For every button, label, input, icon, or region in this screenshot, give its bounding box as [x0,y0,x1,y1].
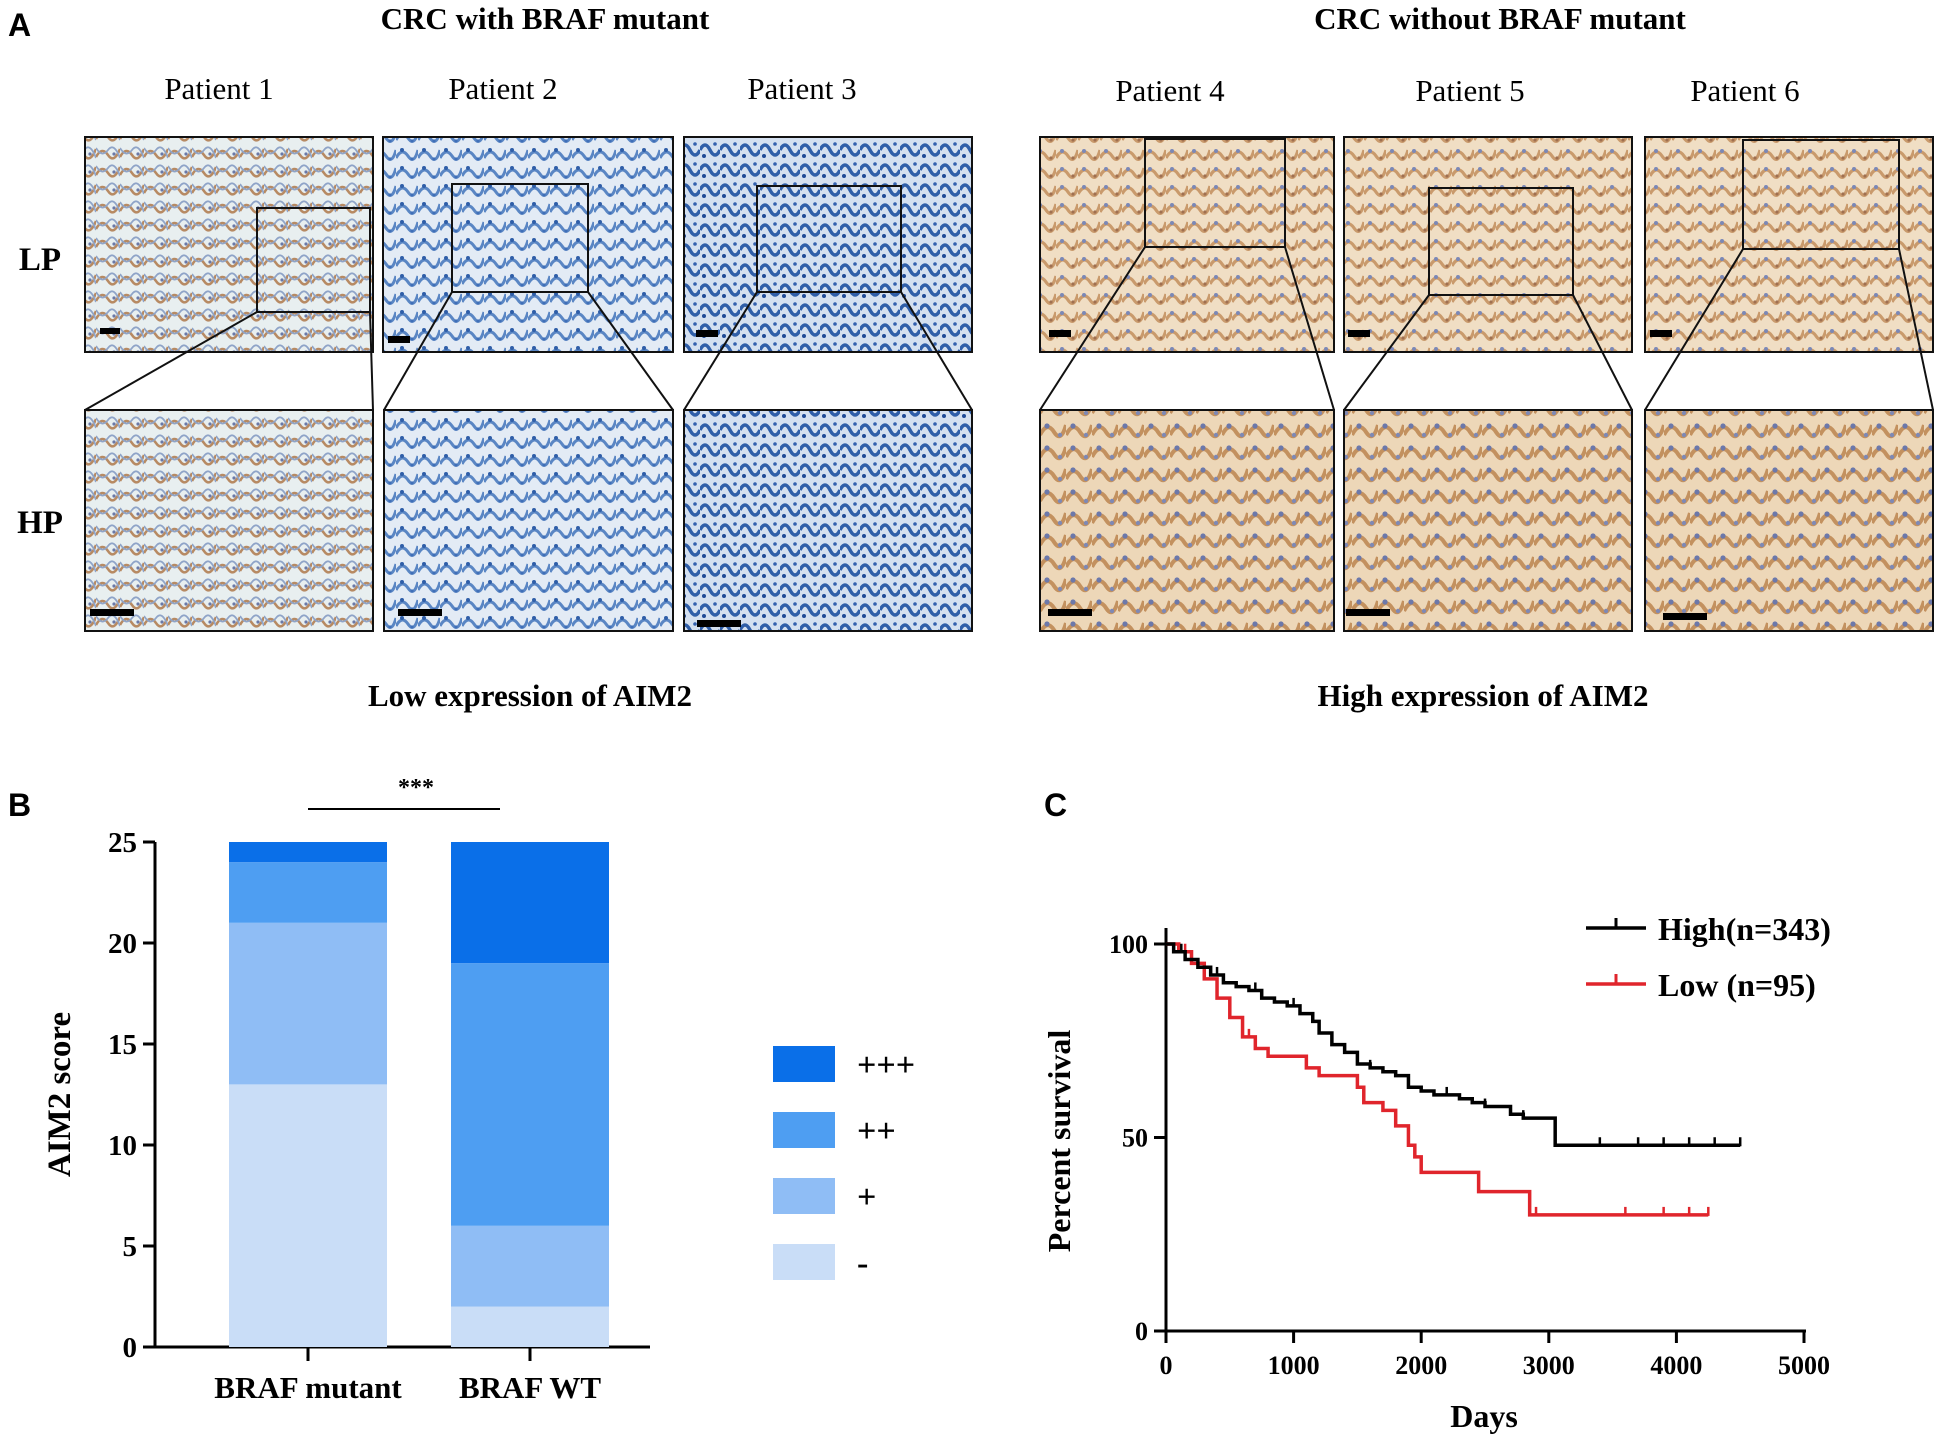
hp-image-patient-6 [1644,409,1934,632]
y-tick-label: 0 [1135,1317,1148,1346]
x-tick-label: BRAF mutant [214,1370,402,1405]
lp-image-patient-5 [1343,136,1633,353]
bar-segment-p2 [451,963,609,1226]
hp-image-patient-5 [1343,409,1633,632]
legend-label: Low (n=95) [1658,967,1816,1003]
legend-swatch [773,1046,835,1082]
legend-label: High(n=343) [1658,911,1831,947]
panel-c-label: C [1044,787,1067,823]
lp-image-patient-2 [382,136,674,353]
significance-label: *** [398,775,434,801]
hp-image-patient-2 [383,409,674,632]
row-label-hp: HP [17,505,63,541]
x-tick-label: 5000 [1778,1351,1830,1380]
survival-curve-low [1166,942,1709,1217]
x-tick-label: 1000 [1268,1351,1320,1380]
y-tick-label: 5 [123,1231,138,1263]
y-tick-label: 20 [108,928,137,960]
hp-image-patient-4 [1039,409,1335,632]
zoom-connectors [84,246,1934,411]
patient-2-label: Patient 2 [448,71,557,106]
patient-5-label: Patient 5 [1415,73,1524,108]
hp-image-patient-3 [683,409,973,632]
bar-segment-p1 [229,922,387,1085]
group-title-braf-wt: CRC without BRAF mutant [1314,1,1686,36]
y-tick-label: 0 [123,1332,138,1364]
y-tick-label: 25 [108,827,137,859]
legend-swatch [773,1112,835,1148]
lp-image-patient-1 [84,136,374,353]
stacked-bar-chart: 0 5 10 15 20 25 AIM2 score BRAF mutant BRAF WT **… [42,775,915,1405]
survival-curve-high [1166,942,1741,1147]
hp-image-patient-1 [84,409,374,632]
legend-label: + [857,1179,876,1216]
panel-a-label: A [8,7,31,43]
panel-b-label: B [8,787,31,823]
legend-swatch [773,1178,835,1214]
conclusion-low: Low expression of AIM2 [368,678,692,713]
legend-label: ++ [857,1113,896,1150]
bar-segment-p1 [451,1225,609,1307]
lp-image-patient-6 [1644,136,1934,353]
legend-label: - [857,1245,868,1282]
x-tick-label: 4000 [1650,1351,1702,1380]
patient-1-label: Patient 1 [164,71,273,106]
patient-6-label: Patient 6 [1690,73,1799,108]
x-tick-label: 3000 [1523,1351,1575,1380]
y-tick-label: 100 [1109,930,1148,959]
legend-label: +++ [857,1047,915,1084]
bar-segment-p2 [229,862,387,923]
bar-segment-p3 [229,842,387,863]
x-tick-label: BRAF WT [459,1370,601,1405]
lp-image-patient-4 [1039,136,1335,353]
bar-segment-p3 [451,842,609,964]
bar-segment-neg [229,1084,387,1347]
patient-4-label: Patient 4 [1115,73,1225,108]
bar-segment-neg [451,1306,609,1347]
group-title-braf-mutant: CRC with BRAF mutant [381,1,710,36]
y-tick-label: 15 [108,1029,137,1061]
lp-image-patient-3 [683,136,973,353]
row-label-lp: LP [19,242,61,278]
y-axis-title: AIM2 score [42,1012,78,1177]
legend-swatch [773,1244,835,1280]
x-tick-label: 0 [1160,1351,1173,1380]
x-tick-label: 2000 [1395,1351,1447,1380]
patient-3-label: Patient 3 [747,71,856,106]
y-tick-label: 10 [108,1130,137,1162]
conclusion-high: High expression of AIM2 [1318,678,1649,713]
y-tick-label: 50 [1122,1124,1148,1153]
x-axis-title: Days [1450,1398,1518,1434]
y-axis-title: Percent survival [1041,1030,1077,1253]
